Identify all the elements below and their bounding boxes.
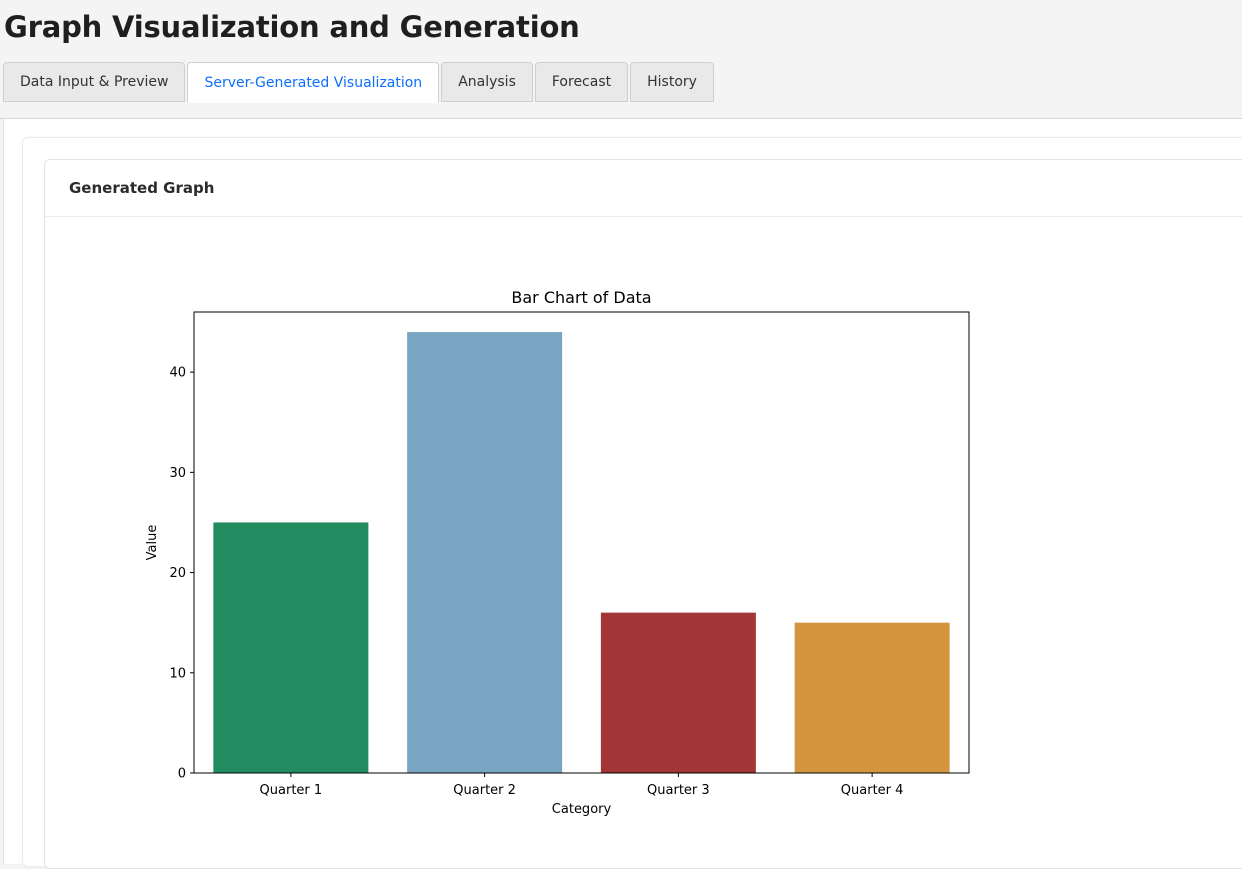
y-axis-label: Value [145,525,160,561]
y-tick-label: 10 [169,666,186,681]
tab-analysis[interactable]: Analysis [441,62,533,102]
chart-title: Bar Chart of Data [511,288,651,307]
x-axis-label: Category [552,802,612,817]
plot-frame [193,311,970,774]
tab-forecast[interactable]: Forecast [534,62,629,102]
tab-server-generated-visualization[interactable]: Server-Generated Visualization [187,62,440,103]
tab-divider [0,118,1242,119]
y-tick-label: 40 [169,366,186,381]
bar-chart: Bar Chart of Data Quarter 1 Quarter 2 Quart… [145,288,970,817]
x-tick-label: Quarter 3 [647,783,710,798]
tab-data-input-preview[interactable]: Data Input & Preview [3,62,186,102]
bar-quarter-3 [600,612,756,773]
y-tick-label: 0 [178,767,186,782]
y-tick-label: 20 [169,566,186,581]
bar-quarter-4 [794,622,950,773]
bar-quarter-2 [407,332,563,773]
x-tick-label: Quarter 2 [453,783,516,798]
bar-quarter-1 [213,522,369,773]
x-tick-label: Quarter 4 [841,783,904,798]
tab-history[interactable]: History [630,62,714,102]
tab-bar: Data Input & Preview Server-Generated Vi… [3,62,714,103]
x-tick-label: Quarter 1 [260,783,323,798]
y-tick-label: 30 [169,466,186,481]
card-header: Generated Graph [45,160,1242,217]
page-title: Graph Visualization and Generation [4,10,580,44]
